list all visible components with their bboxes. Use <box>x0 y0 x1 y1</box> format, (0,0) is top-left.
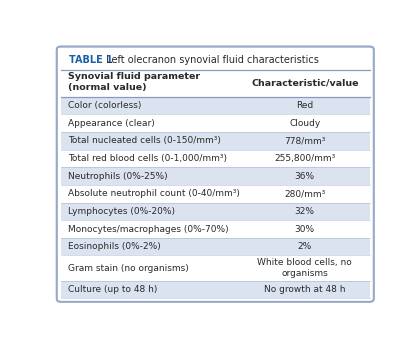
Bar <box>60 203 370 220</box>
Bar <box>60 185 370 203</box>
Bar <box>60 281 370 299</box>
Bar <box>60 50 370 70</box>
Bar <box>60 167 370 185</box>
Bar <box>60 150 370 167</box>
Text: 2%: 2% <box>298 242 312 251</box>
Bar <box>60 132 370 150</box>
Text: White blood cells, no
organisms: White blood cells, no organisms <box>257 258 352 278</box>
Text: 36%: 36% <box>295 171 315 180</box>
Text: Red: Red <box>296 101 313 110</box>
Text: Cloudy: Cloudy <box>289 119 320 128</box>
Text: Culture (up to 48 h): Culture (up to 48 h) <box>68 285 157 294</box>
Bar <box>60 97 370 114</box>
Text: 255,800/mm³: 255,800/mm³ <box>274 154 336 163</box>
Text: Lymphocytes (0%-20%): Lymphocytes (0%-20%) <box>68 207 175 216</box>
Text: 778/mm³: 778/mm³ <box>284 136 326 145</box>
FancyBboxPatch shape <box>57 47 374 302</box>
Bar <box>60 70 370 97</box>
Text: Neutrophils (0%-25%): Neutrophils (0%-25%) <box>68 171 168 180</box>
Bar <box>60 220 370 238</box>
Text: 32%: 32% <box>295 207 315 216</box>
Bar <box>60 238 370 256</box>
Text: Total nucleated cells (0-150/mm³): Total nucleated cells (0-150/mm³) <box>68 136 220 145</box>
Text: Color (colorless): Color (colorless) <box>68 101 141 110</box>
Text: Left olecranon synovial fluid characteristics: Left olecranon synovial fluid characteri… <box>103 55 319 65</box>
Text: TABLE 1: TABLE 1 <box>69 55 113 65</box>
Text: Eosinophils (0%-2%): Eosinophils (0%-2%) <box>68 242 160 251</box>
Text: Total red blood cells (0-1,000/mm³): Total red blood cells (0-1,000/mm³) <box>68 154 227 163</box>
Bar <box>60 114 370 132</box>
Text: 30%: 30% <box>295 224 315 233</box>
Text: Synovial fluid parameter
(normal value): Synovial fluid parameter (normal value) <box>68 72 200 92</box>
Text: Monocytes/macrophages (0%-70%): Monocytes/macrophages (0%-70%) <box>68 224 228 233</box>
Text: Characteristic/value: Characteristic/value <box>251 79 359 88</box>
Text: 280/mm³: 280/mm³ <box>284 189 326 198</box>
Bar <box>60 256 370 281</box>
Text: No growth at 48 h: No growth at 48 h <box>264 285 346 294</box>
Text: Absolute neutrophil count (0-40/mm³): Absolute neutrophil count (0-40/mm³) <box>68 189 240 198</box>
Text: Gram stain (no organisms): Gram stain (no organisms) <box>68 264 189 273</box>
Text: Appearance (clear): Appearance (clear) <box>68 119 155 128</box>
